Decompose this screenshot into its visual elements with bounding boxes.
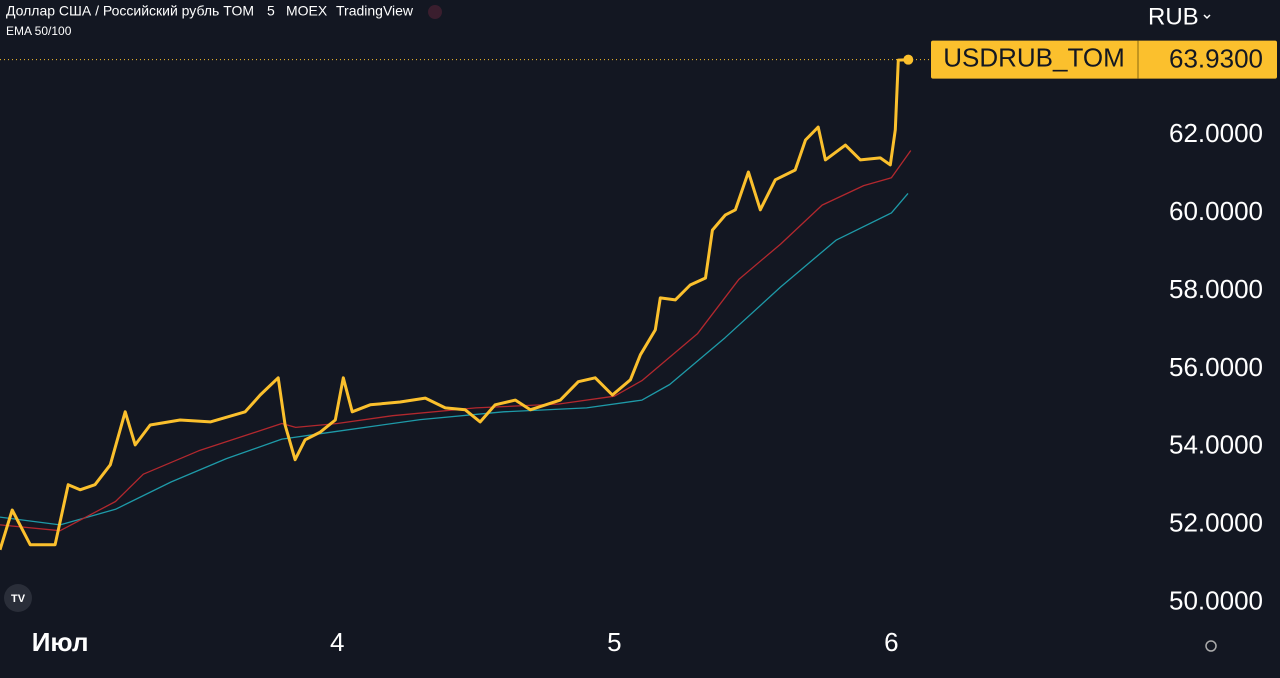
currency[interactable]: RUB [1148, 3, 1199, 30]
series-line [0, 150, 912, 532]
last-point [903, 54, 914, 65]
currency-chevron[interactable] [1203, 14, 1211, 20]
tv-logo[interactable] [4, 584, 32, 612]
y-tick-label: 62.0000 [1169, 118, 1263, 148]
y-tick-label: 60.0000 [1169, 196, 1263, 226]
x-tick-label: 4 [330, 627, 344, 657]
y-tick-label: 52.0000 [1169, 508, 1263, 538]
x-tick-label: 5 [607, 627, 621, 657]
price-tag-box [931, 40, 1277, 79]
settings-icon[interactable] [1205, 640, 1217, 652]
status-icon[interactable] [428, 5, 442, 19]
source: TradingView [336, 3, 414, 19]
x-tick-label: Июл [32, 627, 89, 657]
tv-logo-text[interactable]: TV [11, 593, 26, 605]
price-tag-name: USDRUB_TOM [943, 43, 1125, 73]
y-tick-label: 50.0000 [1169, 586, 1263, 616]
price-tag-value: 63.9300 [1169, 44, 1263, 74]
indicator-label: EMA 50/100 [6, 24, 72, 38]
series-line [0, 192, 909, 526]
chart-title: Доллар США / Российский рубль TOM [6, 3, 254, 19]
interval: 5 [267, 3, 275, 19]
exchange: MOEX [286, 3, 328, 19]
y-tick-label: 58.0000 [1169, 274, 1263, 304]
x-tick-label: 6 [884, 627, 898, 657]
y-tick-label: 56.0000 [1169, 352, 1263, 382]
y-tick-label: 54.0000 [1169, 430, 1263, 460]
series-line [0, 58, 909, 551]
